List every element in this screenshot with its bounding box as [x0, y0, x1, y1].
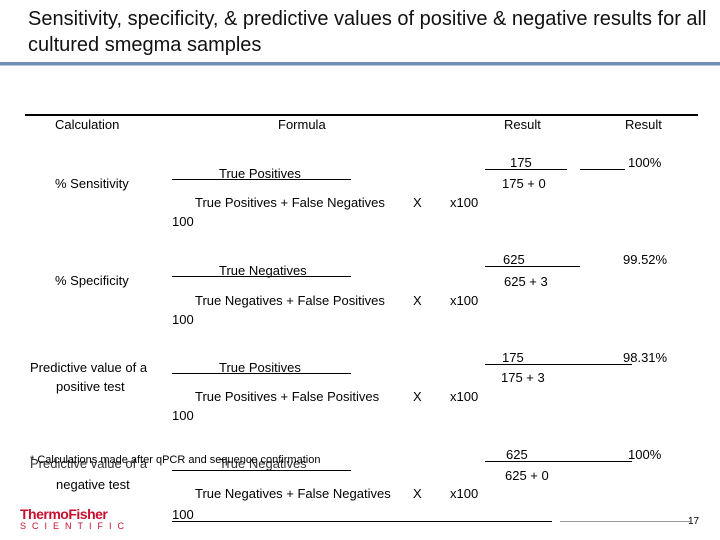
- bottom-rule: [172, 521, 552, 522]
- header-formula: Formula: [278, 117, 326, 132]
- multiply-sign: X: [413, 389, 422, 404]
- hundred-value: 100: [172, 214, 194, 229]
- thermofisher-logo: ThermoFisher: [20, 506, 108, 522]
- fraction-bar: [485, 364, 632, 365]
- fraction-numerator: 175: [502, 350, 524, 365]
- formula-denominator: True Positives + False Negatives: [195, 195, 385, 210]
- times-hundred: x100: [450, 486, 479, 501]
- fraction-bar: [485, 266, 580, 267]
- hundred-value: 100: [172, 507, 194, 522]
- formula-denominator: True Negatives + False Negatives: [195, 486, 391, 501]
- fraction-denominator: 625 + 3: [504, 274, 548, 289]
- formula-numerator: True Positives: [219, 166, 301, 181]
- formula-numerator: True Negatives: [219, 456, 307, 471]
- title-divider: [0, 62, 720, 65]
- formula-numerator: True Negatives: [219, 263, 307, 278]
- multiply-sign: X: [413, 486, 422, 501]
- header-rule: [25, 114, 698, 116]
- formula-numerator: True Positives: [219, 360, 301, 375]
- title-divider-shadow: [0, 65, 720, 66]
- fraction-bar: [172, 373, 351, 374]
- header-result: Result: [504, 117, 541, 132]
- fraction-denominator: 175 + 3: [501, 370, 545, 385]
- fraction-numerator: 625: [503, 252, 525, 267]
- fraction-bar: [485, 169, 567, 170]
- fraction-numerator: 625: [506, 447, 528, 462]
- result-underline: [580, 169, 625, 170]
- row-label-specificity: % Specificity: [55, 273, 129, 288]
- fraction-numerator: 175: [510, 155, 532, 170]
- header-calculation: Calculation: [55, 117, 120, 132]
- row-label-ppv-line2: positive test: [56, 379, 125, 394]
- result-value: 100%: [628, 447, 662, 462]
- header-result-percent: Result: [625, 117, 662, 132]
- times-hundred: x100: [450, 293, 479, 308]
- multiply-sign: X: [413, 293, 422, 308]
- hundred-value: 100: [172, 408, 194, 423]
- row-label-sensitivity: % Sensitivity: [55, 176, 129, 191]
- fraction-denominator: 175 + 0: [502, 176, 546, 191]
- times-hundred: x100: [450, 195, 479, 210]
- slide-number: 17: [688, 516, 700, 527]
- fraction-denominator: 625 + 0: [505, 468, 549, 483]
- row-label-ppv-line1: Predictive value of a: [30, 360, 148, 375]
- slide-title: Sensitivity, specificity, & predictive v…: [28, 8, 707, 56]
- fraction-bar: [172, 470, 351, 471]
- result-value: 100%: [628, 155, 662, 170]
- result-value: 99.52%: [623, 252, 668, 267]
- formula-denominator: True Positives + False Positives: [195, 389, 380, 404]
- row-label-npv-line1: Predictive value of a: [30, 456, 148, 471]
- formula-denominator: True Negatives + False Positives: [195, 293, 385, 308]
- fraction-bar: [172, 179, 351, 180]
- multiply-sign: X: [413, 195, 422, 210]
- footnote: * Calculations made after qPCR and seque…: [30, 454, 321, 466]
- bottom-rule-right: [560, 521, 690, 522]
- hundred-value: 100: [172, 312, 194, 327]
- fraction-bar: [485, 461, 632, 462]
- fraction-bar: [172, 276, 351, 277]
- times-hundred: x100: [450, 389, 479, 404]
- scientific-logo-text: SCIENTIFIC: [20, 521, 131, 531]
- result-value: 98.31%: [623, 350, 668, 365]
- row-label-npv-line2: negative test: [56, 477, 130, 492]
